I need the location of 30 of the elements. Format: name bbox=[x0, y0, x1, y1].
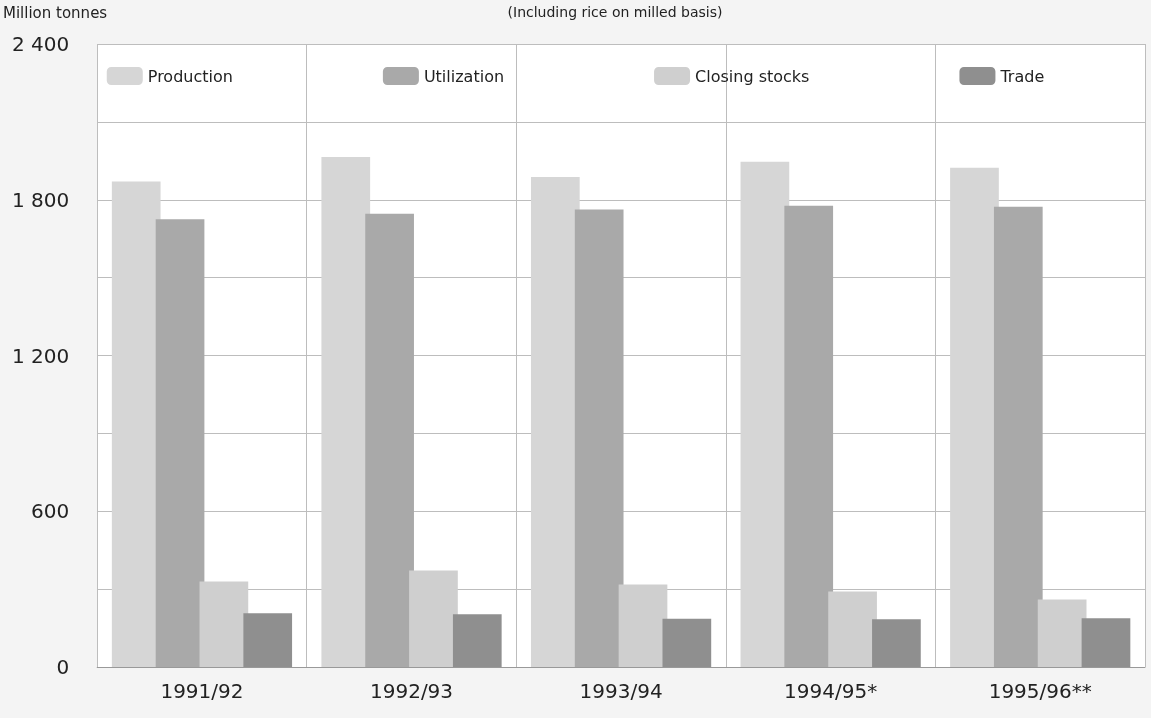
y-tick-label: 2 400 bbox=[11, 32, 70, 56]
x-tick-label: 1994/95* bbox=[784, 679, 878, 703]
x-tick-label: 1992/93 bbox=[369, 679, 454, 703]
bar bbox=[784, 205, 834, 667]
chart-title: (Including rice on milled basis) bbox=[507, 4, 723, 20]
bar bbox=[950, 167, 999, 667]
bar bbox=[409, 570, 458, 667]
bar bbox=[155, 219, 205, 667]
y-tick-label: 600 bbox=[30, 499, 70, 524]
x-tick-label: 1993/94 bbox=[579, 679, 663, 703]
legend-label: Utilization bbox=[423, 66, 505, 86]
bar bbox=[365, 213, 414, 667]
bar bbox=[574, 209, 624, 667]
y-tick-label: 0 bbox=[56, 655, 70, 679]
legend-label: Closing stocks bbox=[695, 66, 810, 86]
y-tick-label: 1 800 bbox=[11, 187, 70, 212]
y-axis-title: Million tonnes bbox=[2, 3, 108, 22]
bar bbox=[993, 206, 1043, 667]
bar bbox=[321, 156, 371, 667]
x-tick-label: 1991/92 bbox=[160, 679, 244, 703]
bar bbox=[111, 181, 161, 667]
bar bbox=[530, 176, 580, 667]
bar bbox=[1037, 599, 1087, 667]
y-tick-label: 1 200 bbox=[11, 343, 70, 368]
bar bbox=[618, 584, 668, 667]
legend-label: Production bbox=[147, 66, 233, 86]
x-tick-label: 1995/96** bbox=[988, 679, 1092, 703]
bar bbox=[199, 581, 249, 667]
bar bbox=[828, 591, 877, 667]
legend-label: Trade bbox=[999, 66, 1045, 86]
